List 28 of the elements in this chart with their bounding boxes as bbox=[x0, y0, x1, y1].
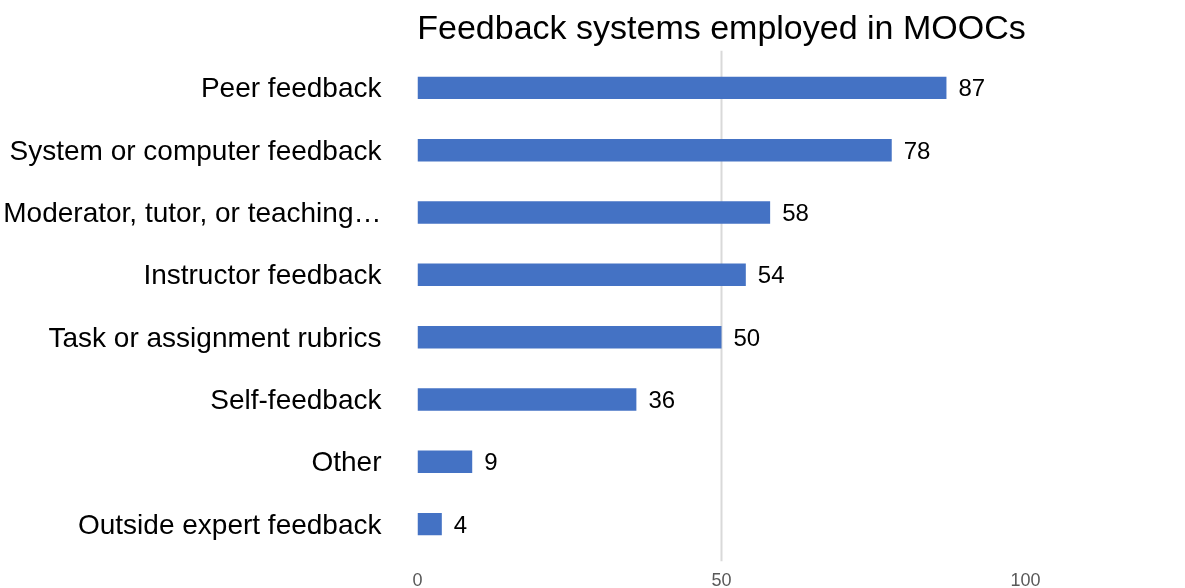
chart-title: Feedback systems employed in MOOCs bbox=[417, 7, 1026, 46]
bar bbox=[417, 263, 746, 287]
bar bbox=[417, 325, 722, 349]
bar bbox=[417, 76, 947, 100]
y-tick-label: Instructor feedback bbox=[143, 259, 383, 291]
data-label: 54 bbox=[757, 261, 785, 289]
y-tick-label: Outside expert feedback bbox=[77, 508, 383, 540]
bar bbox=[417, 138, 892, 162]
x-tick-label: 100 bbox=[1010, 569, 1041, 588]
data-label: 4 bbox=[453, 510, 468, 538]
data-label: 36 bbox=[648, 385, 676, 413]
y-tick-label: Task or assignment rubrics bbox=[48, 321, 382, 353]
data-label: 58 bbox=[782, 199, 809, 227]
bar bbox=[417, 388, 637, 411]
data-label: 50 bbox=[733, 323, 761, 351]
bar bbox=[417, 450, 473, 474]
bar bbox=[417, 512, 442, 536]
data-label: 78 bbox=[903, 136, 931, 164]
y-tick-label: Self-feedback bbox=[210, 383, 383, 415]
x-tick-label: 0 bbox=[412, 569, 423, 588]
y-tick-label: Peer feedback bbox=[200, 72, 383, 104]
y-tick-label: Other bbox=[311, 446, 382, 478]
y-tick-label: Moderator, tutor, or teaching… bbox=[3, 197, 382, 229]
bar bbox=[417, 201, 771, 224]
data-label: 9 bbox=[484, 448, 498, 476]
y-tick-label: System or computer feedback bbox=[9, 134, 383, 166]
data-label: 87 bbox=[958, 74, 986, 102]
x-tick-label: 50 bbox=[711, 569, 732, 588]
